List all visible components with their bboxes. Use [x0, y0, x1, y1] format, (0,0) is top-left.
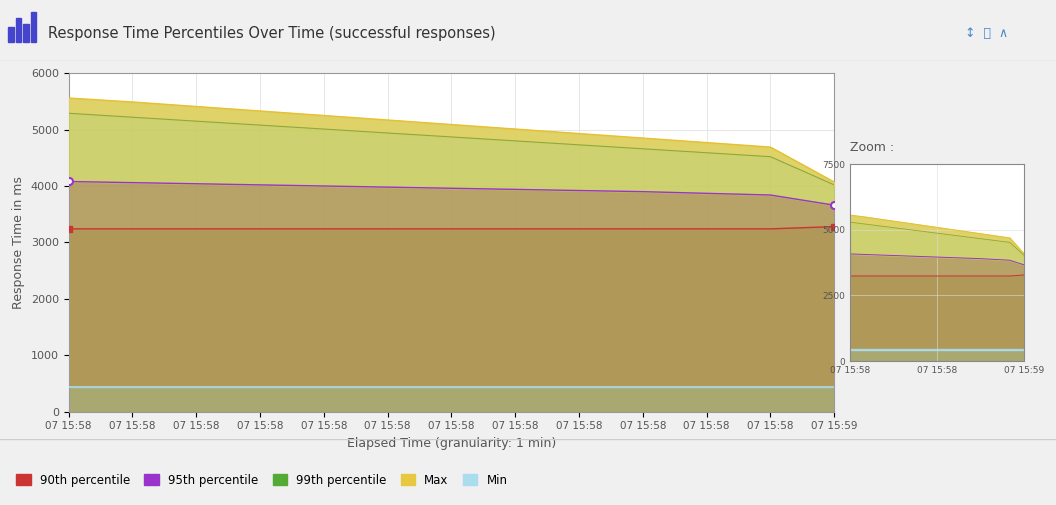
Text: ↕  🔧  ∧: ↕ 🔧 ∧ [965, 27, 1008, 40]
Bar [23, 24, 29, 42]
Y-axis label: Response Time in ms: Response Time in ms [13, 176, 25, 309]
Text: Response Time Percentiles Over Time (successful responses): Response Time Percentiles Over Time (suc… [48, 26, 495, 41]
X-axis label: Elapsed Time (granularity: 1 min): Elapsed Time (granularity: 1 min) [346, 437, 557, 450]
Legend: 90th percentile, 95th percentile, 99th percentile, Max, Min: 90th percentile, 95th percentile, 99th p… [17, 474, 508, 486]
Text: Zoom :: Zoom : [850, 141, 894, 154]
Bar [8, 27, 14, 42]
Bar [31, 12, 36, 42]
Bar [16, 18, 21, 42]
